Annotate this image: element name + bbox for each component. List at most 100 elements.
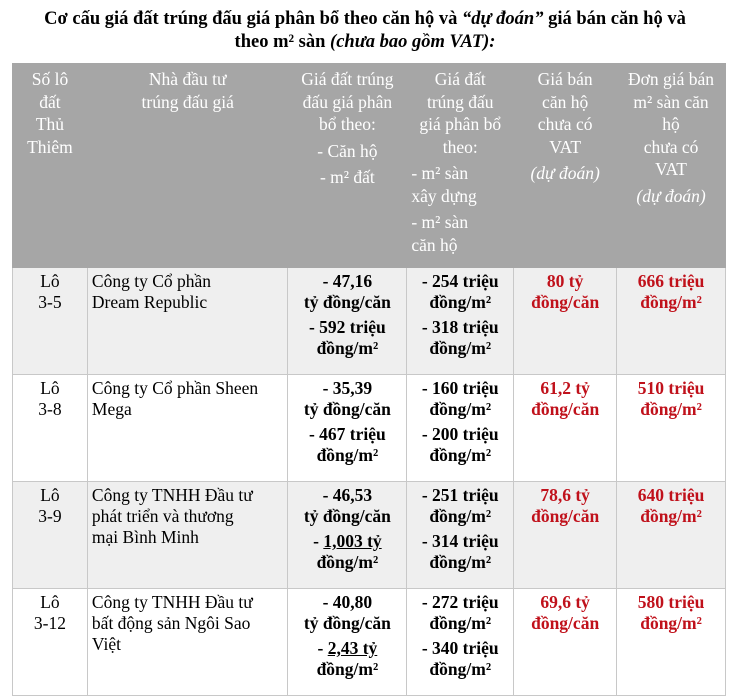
cell-line: 61,2 tỷ (540, 378, 590, 398)
cell-line: Giá bán (537, 69, 593, 89)
cell-line: tỷ đồng/căn (303, 613, 391, 633)
cell-line: đồng/m² (316, 445, 379, 465)
unit-price-cell: 640 triệu đồng/m² (616, 481, 726, 589)
cell-line: 80 tỷ (546, 271, 584, 291)
cell-line: - 592 triệu (308, 317, 386, 337)
cell-line: - 251 triệu (421, 485, 499, 505)
cell-line: Thủ (35, 114, 65, 134)
cell-line: tỷ đồng/căn (303, 506, 391, 526)
land-price-cell: - 46,53 tỷ đồng/căn - 1,003 tỷ đồng/m² (287, 481, 408, 589)
price-paragraph: - 1,003 tỷ đồng/m² (292, 531, 402, 573)
cell-line: (dự đoán) (636, 185, 706, 206)
price-paragraph: - 200 triệu đồng/m² (411, 424, 509, 466)
cell-line: tỷ đồng/căn (303, 399, 391, 419)
cell-line: đồng/căn (531, 399, 600, 419)
cell-line: đất (39, 91, 61, 112)
title-text: theo m² sàn (234, 32, 331, 52)
cell-line: - 254 triệu (421, 271, 499, 291)
floor-price-cell: - 272 triệu đồng/m² - 340 triệu đồng/m² (406, 588, 515, 696)
header-paragraph: Số lô đất Thủ Thiêm (17, 68, 83, 158)
underlined-value: 2,43 tỷ (327, 638, 378, 658)
header-paragraph: Nhà đầu tư trúng đấu giá (92, 68, 284, 113)
header-paragraph: Giá đất trúng đấu giá phân bổ theo: (292, 68, 402, 136)
cell-line: căn hộ (411, 234, 458, 255)
header-unit-price: Đơn giá bán m² sàn căn hộ chưa có VAT (dự đoá… (616, 63, 726, 268)
cell-line: (dự đoán) (530, 163, 600, 183)
cell-line: bất động sản Ngôi Sao (91, 613, 251, 633)
price-paragraph: - 160 triệu đồng/m² (411, 378, 509, 420)
cell-line: - Căn hộ (317, 140, 378, 161)
table-row: Lô 3-9 Công ty TNHH Đầu tư phát triển và th… (12, 481, 726, 589)
cell-line: 640 triệu (637, 485, 705, 505)
header-paragraph: - Căn hộ (292, 140, 402, 163)
price-paragraph: - 2,43 tỷ đồng/m² (292, 638, 402, 680)
cell-line: đấu giá phân (302, 91, 393, 112)
cell-line: 3-12 (33, 613, 66, 633)
header-investor: Nhà đầu tư trúng đấu giá (86, 63, 289, 268)
price-paragraph: - 251 triệu đồng/m² (411, 485, 509, 527)
cell-line: tỷ đồng/căn (303, 292, 391, 312)
cell-line: đồng/m² (429, 292, 492, 312)
price-paragraph: - 35,39 tỷ đồng/căn (292, 378, 402, 420)
title-text: giá bán căn hộ và (543, 9, 686, 29)
cell-line: chưa có (643, 136, 699, 157)
cell-line: căn hộ (542, 91, 589, 112)
cell-line: - 160 triệu (421, 378, 499, 398)
header-paragraph: (dự đoán) (518, 162, 612, 185)
header-paragraph: - m² đất (292, 166, 402, 189)
cell-line: đồng/m² (429, 338, 492, 358)
sale-price-cell: 69,6 tỷ đồng/căn (513, 588, 618, 696)
header-land-price: Giá đất trúng đấu giá phân bổ theo: - Căn h… (287, 63, 408, 268)
cell-line: m² sàn căn (633, 91, 709, 112)
cell-line: phát triển và thương (91, 506, 234, 526)
sale-price-cell: 61,2 tỷ đồng/căn (513, 374, 618, 482)
unit-price-cell: 510 triệu đồng/m² (616, 374, 726, 482)
header-paragraph: - m² sàn xây dựng (411, 162, 509, 207)
header-paragraph: Đơn giá bán m² sàn căn hộ chưa có VAT (621, 68, 721, 181)
cell-line: trúng đấu giá (141, 91, 234, 112)
header-floor-price: Giá đất trúng đấu giá phân bổ theo: - m² sàn… (406, 63, 515, 268)
header-lot: Số lô đất Thủ Thiêm (12, 63, 88, 268)
cell-line: đồng/m² (640, 292, 702, 312)
table-row: Lô 3-8 Công ty Cổ phần Sheen Mega - 35,39 tỷ … (12, 374, 726, 482)
cell-line: Giá đất trúng (301, 69, 394, 89)
header-paragraph: Giá bán căn hộ chưa có VAT (518, 68, 612, 158)
land-price-cell: - 35,39 tỷ đồng/căn - 467 triệu đồng/m² (287, 374, 408, 482)
price-paragraph: - 46,53 tỷ đồng/căn (292, 485, 402, 527)
cell-line: VAT (549, 136, 582, 157)
cell-line: - 35,39 (322, 378, 373, 398)
cell-line: mại Bình Minh (91, 527, 199, 547)
floor-price-cell: - 160 triệu đồng/m² - 200 triệu đồng/m² (406, 374, 515, 482)
price-paragraph: - 340 triệu đồng/m² (411, 638, 509, 680)
cell-line: - 47,16 (322, 271, 373, 291)
investor-cell: Công ty Cổ phần Dream Republic (86, 267, 289, 375)
cell-line: đồng/m² (429, 613, 492, 633)
cell-line: VAT (655, 159, 687, 179)
floor-price-cell: - 254 triệu đồng/m² - 318 triệu đồng/m² (406, 267, 515, 375)
sale-price-cell: 80 tỷ đồng/căn (513, 267, 618, 375)
cell-line: hộ (662, 114, 680, 134)
cell-line: Mega (91, 399, 132, 419)
investor-cell: Công ty Cổ phần Sheen Mega (86, 374, 289, 482)
cell-line: 3-5 (38, 292, 62, 312)
title-italic: “dự đoán” (461, 9, 544, 29)
cell-line: - 467 triệu (308, 424, 386, 444)
cell-line: 69,6 tỷ (540, 592, 590, 612)
cell-line: đồng/m² (640, 613, 702, 633)
cell-line: đồng/m² (429, 399, 492, 419)
cell-line: đồng/căn (531, 292, 600, 312)
cell-line: Lô (40, 592, 60, 612)
cell-line: 580 triệu (637, 592, 705, 612)
cell-line: đồng/căn (531, 506, 600, 526)
cell-line: đồng/m² (316, 338, 379, 358)
cell-line: theo: (442, 136, 478, 157)
cell-line: - m² sàn (411, 163, 469, 183)
cell-line: Việt (91, 634, 122, 654)
cell-line: đồng/căn (531, 613, 600, 633)
title-text: Cơ cấu giá đất trúng đấu giá phân bổ the… (44, 9, 462, 29)
cell-line: đồng/m² (316, 552, 379, 572)
price-paragraph: - 592 triệu đồng/m² (292, 317, 402, 359)
lot-cell: Lô 3-12 (12, 588, 88, 696)
cell-line: - m² sàn (411, 212, 469, 232)
unit-price-cell: 580 triệu đồng/m² (616, 588, 726, 696)
